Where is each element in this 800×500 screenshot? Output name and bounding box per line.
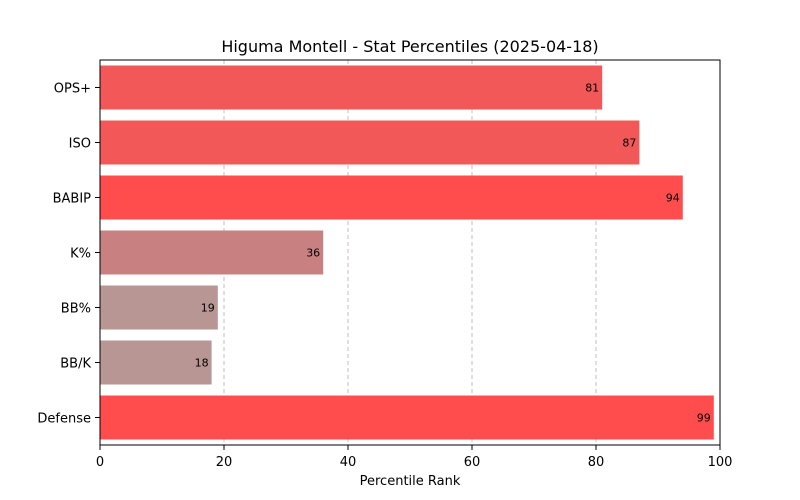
data-label: 18 xyxy=(195,357,209,370)
chart-title: Higuma Montell - Stat Percentiles (2025-… xyxy=(221,37,598,56)
bar-iso xyxy=(100,120,640,165)
bar-bb-k xyxy=(100,340,212,385)
y-tick-label: BABIP xyxy=(53,192,92,207)
bar-defense xyxy=(100,395,714,440)
y-tick-label: Defense xyxy=(37,412,91,427)
x-tick-label: 20 xyxy=(216,455,233,470)
bar-babip xyxy=(100,175,683,220)
x-tick-label: 100 xyxy=(708,455,733,470)
x-axis-ticks: 0 20 40 60 80 100 xyxy=(96,445,733,470)
data-label: 36 xyxy=(306,247,320,260)
data-label: 87 xyxy=(622,137,636,150)
x-tick-label: 80 xyxy=(588,455,605,470)
y-tick-label: BB/K xyxy=(60,357,91,372)
x-tick-label: 40 xyxy=(340,455,357,470)
bars xyxy=(100,65,714,440)
bar-ops- xyxy=(100,65,603,110)
data-label: 99 xyxy=(697,412,711,425)
y-axis-ticks: OPS+ ISO BABIP K% BB% BB/K Defense xyxy=(37,82,100,427)
data-label: 81 xyxy=(585,82,599,95)
x-tick-label: 0 xyxy=(96,455,104,470)
y-tick-label: OPS+ xyxy=(54,82,91,97)
y-tick-label: K% xyxy=(70,247,91,262)
data-label: 94 xyxy=(666,192,680,205)
x-axis-label: Percentile Rank xyxy=(360,474,461,489)
bar-bb- xyxy=(100,285,218,330)
y-tick-label: ISO xyxy=(69,137,91,152)
y-tick-label: BB% xyxy=(61,302,91,317)
data-label: 19 xyxy=(201,302,215,315)
data-labels: 81 87 94 36 19 18 99 xyxy=(195,82,711,425)
plot-frame xyxy=(99,59,721,446)
bar-k- xyxy=(100,230,324,275)
x-tick-label: 60 xyxy=(464,455,481,470)
